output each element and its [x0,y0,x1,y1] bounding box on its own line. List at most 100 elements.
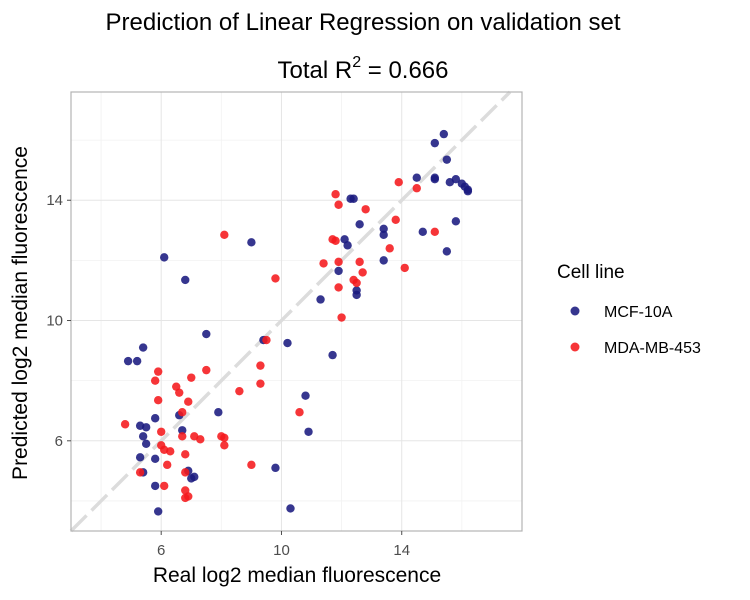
subtitle-suffix: = 0.666 [361,57,448,84]
data-point-mda-mb-453 [135,468,145,477]
data-point-mcf-10a [328,350,337,360]
data-point-mcf-10a [286,504,295,513]
y-tick-label: 6 [55,433,63,450]
data-point-mcf-10a [247,238,256,247]
data-point-mda-mb-453 [175,388,184,397]
data-point-mcf-10a [141,423,151,432]
data-point-mda-mb-453 [153,396,163,405]
data-point-mcf-10a [301,391,310,400]
chart-title: Prediction of Linear Regression on valid… [106,9,621,36]
data-point-mda-mb-453 [120,420,130,429]
data-point-mda-mb-453 [295,408,304,417]
data-point-mcf-10a [451,217,461,226]
data-point-mda-mb-453 [334,283,343,292]
data-point-mda-mb-453 [187,373,196,382]
data-point-mcf-10a [271,463,280,473]
data-point-mcf-10a [418,227,427,237]
data-point-mcf-10a [135,453,145,462]
data-point-mda-mb-453 [202,365,211,375]
data-point-mcf-10a [379,256,388,265]
data-point-mcf-10a [451,174,461,184]
data-point-mda-mb-453 [166,447,175,456]
x-tick-label: 14 [393,542,410,559]
data-point-mcf-10a [442,247,452,256]
legend-key [570,342,580,352]
data-point-mda-mb-453 [196,435,205,444]
data-point-mcf-10a [430,138,440,148]
x-axis-label: Real log2 median fluorescence [153,564,441,587]
data-point-mcf-10a [442,155,452,164]
data-point-mda-mb-453 [163,460,172,470]
data-point-mda-mb-453 [184,492,193,501]
data-point-mda-mb-453 [430,227,440,237]
data-point-mda-mb-453 [220,433,229,442]
data-point-mcf-10a [141,439,151,449]
data-point-mcf-10a [463,187,473,196]
data-point-mda-mb-453 [334,257,343,267]
legend-key [570,306,580,316]
data-point-mcf-10a [132,356,142,366]
data-point-mda-mb-453 [412,184,421,193]
data-point-mda-mb-453 [394,178,403,187]
data-point-mcf-10a [316,295,325,304]
data-point-mda-mb-453 [256,361,265,370]
data-point-mda-mb-453 [160,481,169,491]
y-tick-label: 14 [46,192,63,209]
data-point-mcf-10a [304,427,313,436]
data-point-mcf-10a [153,507,163,516]
data-point-mcf-10a [178,426,187,435]
data-point-mcf-10a [138,432,148,441]
plot-area: 6 10 14 6 10 14 [46,90,523,559]
data-point-mda-mb-453 [334,200,343,209]
subtitle-superscript: 2 [352,54,361,71]
data-point-mcf-10a [343,241,352,250]
data-point-mda-mb-453 [319,259,328,268]
data-point-mcf-10a [123,356,133,366]
y-tick-label: 10 [46,313,63,330]
data-point-mcf-10a [379,224,388,234]
plot-border [70,91,523,532]
data-point-mda-mb-453 [235,386,244,396]
data-point-mda-mb-453 [178,408,187,417]
data-point-mcf-10a [355,220,364,229]
data-point-mda-mb-453 [355,257,364,267]
data-point-mda-mb-453 [256,379,265,388]
data-point-mcf-10a [190,472,199,482]
data-point-mda-mb-453 [157,427,166,436]
data-point-mcf-10a [439,129,449,139]
data-point-mcf-10a [349,194,358,203]
data-point-mda-mb-453 [153,367,163,376]
data-point-mcf-10a [412,173,421,182]
data-point-mda-mb-453 [181,468,190,477]
x-tick-label: 10 [273,542,290,559]
data-point-mda-mb-453 [184,397,193,406]
data-point-mda-mb-453 [247,460,256,470]
legend: Cell line MCF-10A MDA-MB-453 [557,262,701,357]
data-point-mda-mb-453 [385,244,394,253]
legend-items: MCF-10A MDA-MB-453 [570,304,701,357]
data-point-mcf-10a [202,329,211,339]
data-point-mda-mb-453 [178,432,187,441]
data-point-mcf-10a [150,481,160,491]
data-point-mda-mb-453 [271,274,280,283]
data-point-mcf-10a [138,343,148,352]
data-point-mcf-10a [430,174,440,184]
data-point-mda-mb-453 [331,190,340,199]
x-tick-label: 6 [157,542,165,559]
data-point-mcf-10a [283,338,292,348]
data-point-mda-mb-453 [181,450,190,459]
data-point-mcf-10a [150,454,160,464]
legend-title: Cell line [557,262,625,283]
legend-label: MCF-10A [604,304,673,321]
data-point-mda-mb-453 [262,335,271,345]
legend-label: MDA-MB-453 [604,340,701,357]
data-point-mda-mb-453 [358,268,367,277]
data-point-mda-mb-453 [331,236,340,246]
data-point-mcf-10a [150,414,160,423]
subtitle-prefix: Total R [277,57,352,84]
data-point-mcf-10a [379,230,388,240]
data-point-mcf-10a [352,290,361,300]
data-point-mda-mb-453 [150,376,160,385]
data-point-mda-mb-453 [391,215,400,224]
